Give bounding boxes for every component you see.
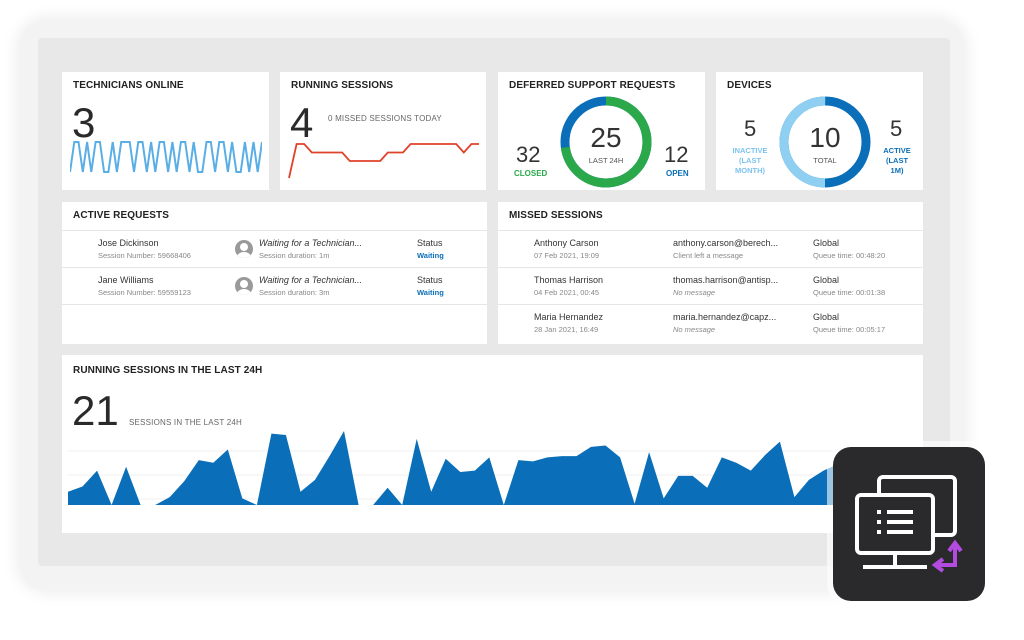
status-value: Waiting — [417, 251, 444, 260]
divider — [498, 267, 923, 268]
table-row[interactable]: Thomas Harrison 04 Feb 2021, 00:45 thoma… — [498, 268, 923, 304]
status-label: Status — [417, 275, 443, 285]
closed-count: 32 — [516, 142, 541, 167]
divider — [62, 267, 487, 268]
divider — [62, 304, 487, 305]
deferred-center-value: 25 — [590, 122, 622, 153]
dashboard-screen: TECHNICIANS ONLINE 3 RUNNING SESSIONS 4 … — [38, 38, 950, 566]
closed-slice — [560, 96, 652, 188]
card-title: ACTIVE REQUESTS — [73, 210, 169, 221]
remote-desktop-badge[interactable] — [833, 447, 985, 601]
card-title: TECHNICIANS ONLINE — [73, 80, 184, 91]
client-name: Anthony Carson — [534, 238, 599, 248]
active-count: 5 — [890, 116, 903, 141]
table-row[interactable]: Anthony Carson 07 Feb 2021, 19:09 anthon… — [498, 231, 923, 267]
remote-desktop-icon — [855, 475, 963, 573]
request-state: Waiting for a Technician... — [259, 275, 363, 285]
technicians-online-card[interactable]: TECHNICIANS ONLINE 3 — [62, 72, 269, 190]
divider — [62, 230, 487, 231]
running-sessions-card[interactable]: RUNNING SESSIONS 4 0 MISSED SESSIONS TOD… — [280, 72, 486, 190]
running-series-line — [288, 143, 479, 179]
table-row[interactable]: Maria Hernandez 28 Jan 2021, 16:49 maria… — [498, 305, 923, 341]
user-avatar-icon — [235, 240, 253, 258]
deferred-requests-card[interactable]: DEFERRED SUPPORT REQUESTS 32 CLOSED 25 L… — [498, 72, 705, 190]
requester-name: Jose Dickinson — [98, 238, 159, 248]
divider — [498, 230, 923, 231]
queue-time: Queue time: 00:05:17 — [813, 325, 886, 334]
devices-center-value: 10 — [809, 122, 841, 153]
request-state: Waiting for a Technician... — [259, 238, 363, 248]
open-label: OPEN — [666, 169, 689, 178]
session-date: 04 Feb 2021, 00:45 — [534, 288, 600, 297]
card-title: DEVICES — [727, 80, 772, 91]
missed-sessions-today: 0 MISSED SESSIONS TODAY — [328, 114, 442, 123]
group-name: Global — [813, 238, 840, 248]
last-24h-label: SESSIONS IN THE LAST 24H — [129, 418, 242, 427]
status-value: Waiting — [417, 288, 444, 297]
divider — [498, 304, 923, 305]
client-email: anthony.carson@berech... — [673, 238, 779, 248]
card-title: RUNNING SESSIONS IN THE LAST 24H — [73, 365, 263, 376]
session-date: 07 Feb 2021, 19:09 — [534, 251, 600, 260]
client-email: maria.hernandez@capz... — [673, 312, 777, 322]
status-label: Status — [417, 238, 443, 248]
running-sparkline — [288, 143, 479, 179]
active-label-line: ACTIVE — [883, 146, 911, 155]
inactive-count: 5 — [744, 116, 757, 141]
client-name: Thomas Harrison — [534, 275, 604, 285]
closed-label: CLOSED — [514, 169, 548, 178]
group-name: Global — [813, 275, 840, 285]
card-title: DEFERRED SUPPORT REQUESTS — [509, 80, 676, 91]
table-row[interactable]: Jane Williams Session Number: 59559123 W… — [62, 268, 487, 304]
group-name: Global — [813, 312, 840, 322]
inactive-label: INACTIVE (LAST MONTH) — [728, 146, 772, 176]
requester-name: Jane Williams — [98, 275, 154, 285]
queue-time: Queue time: 00:01:38 — [813, 288, 886, 297]
active-label: ACTIVE (LAST 1M) — [878, 146, 916, 176]
card-title: RUNNING SESSIONS — [291, 80, 394, 91]
session-duration: Session duration: 3m — [259, 288, 330, 297]
client-name: Maria Hernandez — [534, 312, 604, 322]
devices-center-label: TOTAL — [813, 156, 837, 165]
last-24h-card: RUNNING SESSIONS IN THE LAST 24H 21 SESS… — [62, 355, 923, 533]
user-avatar-icon — [235, 277, 253, 295]
inactive-label-line: INACTIVE — [732, 146, 768, 155]
queue-time: Queue time: 00:48:20 — [813, 251, 886, 260]
client-message: No message — [673, 325, 716, 334]
client-message: No message — [673, 288, 716, 297]
active-label-line: 1M) — [890, 166, 904, 175]
technicians-series-line — [70, 141, 262, 173]
active-label-line: (LAST — [885, 156, 909, 165]
sessions-area-chart — [68, 431, 918, 505]
technicians-sparkline — [70, 141, 262, 173]
card-title: MISSED SESSIONS — [509, 210, 603, 221]
running-count: 4 — [290, 99, 314, 146]
inactive-slice — [779, 96, 871, 188]
client-email: thomas.harrison@antisp... — [673, 275, 779, 285]
open-count: 12 — [664, 142, 689, 167]
client-message: Client left a message — [673, 251, 744, 260]
table-row[interactable]: Jose Dickinson Session Number: 59668406 … — [62, 231, 487, 267]
missed-sessions-card: MISSED SESSIONS Anthony Carson 07 Feb 20… — [498, 202, 923, 344]
session-number: Session Number: 59559123 — [98, 288, 191, 297]
session-number: Session Number: 59668406 — [98, 251, 191, 260]
inactive-label-line: (LAST — [738, 156, 762, 165]
deferred-center-label: LAST 24H — [588, 156, 624, 165]
devices-card[interactable]: DEVICES 5 INACTIVE (LAST MONTH) 10 TOTAL… — [716, 72, 923, 190]
active-requests-card: ACTIVE REQUESTS Jose Dickinson Session N… — [62, 202, 487, 344]
sessions-area — [68, 431, 838, 505]
last-24h-count: 21 — [72, 387, 119, 434]
devices-donut — [779, 96, 871, 188]
session-duration: Session duration: 1m — [259, 251, 330, 260]
session-date: 28 Jan 2021, 16:49 — [534, 325, 599, 334]
inactive-label-line: MONTH) — [735, 166, 765, 175]
technicians-count: 3 — [72, 99, 96, 146]
deferred-donut — [560, 96, 652, 188]
